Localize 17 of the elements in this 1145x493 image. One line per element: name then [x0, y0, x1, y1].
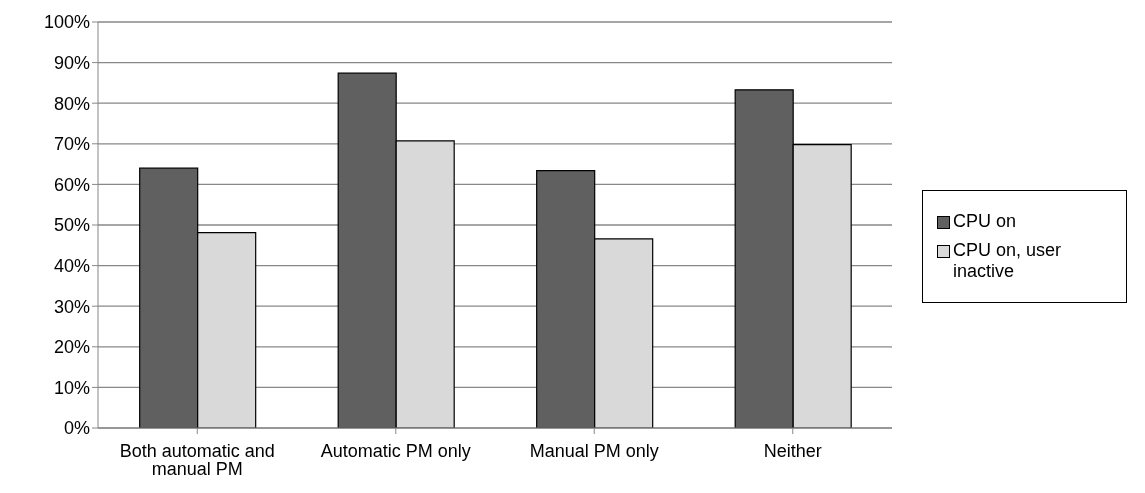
y-tick-label: 50% [53, 215, 90, 236]
y-tick-label: 90% [53, 52, 90, 73]
x-tick-label: Neither [763, 440, 822, 461]
x-tick-label: Manual PM only [529, 440, 659, 461]
y-tick-label: 100% [43, 12, 90, 33]
y-tick-label: 60% [53, 174, 90, 195]
x-tick-label: Automatic PM only [320, 440, 471, 461]
x-tick-label: Both automatic and manual PM [119, 440, 275, 479]
legend-label: CPU on, user inactive [953, 240, 1063, 282]
y-tick-label: 10% [53, 377, 90, 398]
y-tick-label: 40% [53, 255, 90, 276]
y-tick-label: 80% [53, 93, 90, 114]
legend-label: CPU on [953, 211, 1017, 232]
y-tick-label: 30% [53, 296, 90, 317]
y-tick-label: 20% [53, 337, 90, 358]
y-tick-label: 70% [53, 134, 90, 155]
y-tick-label: 0% [63, 418, 90, 439]
